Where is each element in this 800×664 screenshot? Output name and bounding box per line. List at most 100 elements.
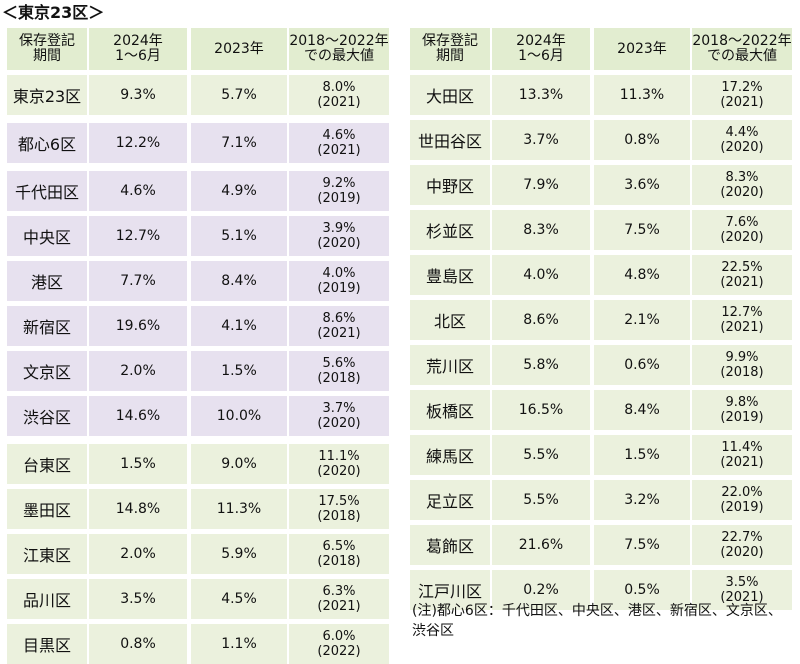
district-name: 大田区 xyxy=(410,75,490,115)
value-2024: 12.7% xyxy=(89,216,187,256)
max-value: 9.2% (2019) xyxy=(289,171,389,211)
value-2023: 7.1% xyxy=(191,123,287,163)
value-2024: 8.3% xyxy=(492,210,590,250)
max-value: 9.9% (2018) xyxy=(692,345,792,385)
district-name: 江東区 xyxy=(7,534,87,574)
value-2024: 1.5% xyxy=(89,444,187,484)
max-value: 11.4% (2021) xyxy=(692,435,792,475)
header-max: 2018～2022年 での最大値 xyxy=(289,28,389,70)
value-2024: 7.9% xyxy=(492,165,590,205)
value-2024: 5.5% xyxy=(492,435,590,475)
value-2023: 7.5% xyxy=(594,210,690,250)
value-2023: 4.8% xyxy=(594,255,690,295)
max-value: 4.4% (2020) xyxy=(692,120,792,160)
value-2024: 3.7% xyxy=(492,120,590,160)
value-2024: 19.6% xyxy=(89,306,187,346)
value-2024: 4.6% xyxy=(89,171,187,211)
district-name: 新宿区 xyxy=(7,306,87,346)
district-name: 杉並区 xyxy=(410,210,490,250)
district-name: 豊島区 xyxy=(410,255,490,295)
max-value: 5.6% (2018) xyxy=(289,351,389,391)
district-name: 文京区 xyxy=(7,351,87,391)
max-value: 4.0% (2019) xyxy=(289,261,389,301)
district-name: 都心6区 xyxy=(7,123,87,163)
max-value: 6.0% (2022) xyxy=(289,624,389,664)
value-2023: 7.5% xyxy=(594,525,690,565)
header-2024: 2024年 1～6月 xyxy=(492,28,590,70)
district-name: 東京23区 xyxy=(7,75,87,115)
max-value: 8.0% (2021) xyxy=(289,75,389,115)
district-name: 中野区 xyxy=(410,165,490,205)
district-name: 渋谷区 xyxy=(7,396,87,436)
district-name: 練馬区 xyxy=(410,435,490,475)
max-value: 22.5% (2021) xyxy=(692,255,792,295)
value-2023: 5.9% xyxy=(191,534,287,574)
value-2023: 1.5% xyxy=(191,351,287,391)
value-2024: 4.0% xyxy=(492,255,590,295)
district-name: 墨田区 xyxy=(7,489,87,529)
value-2024: 0.2% xyxy=(492,570,590,610)
page-title: ＜東京23区＞ xyxy=(2,3,105,22)
value-2024: 13.3% xyxy=(492,75,590,115)
value-2023: 3.2% xyxy=(594,480,690,520)
header-max: 2018～2022年 での最大値 xyxy=(692,28,792,70)
value-2023: 0.5% xyxy=(594,570,690,610)
header-period: 保存登記 期間 xyxy=(410,28,490,70)
value-2024: 14.6% xyxy=(89,396,187,436)
value-2023: 4.9% xyxy=(191,171,287,211)
value-2023: 0.8% xyxy=(594,120,690,160)
value-2024: 8.6% xyxy=(492,300,590,340)
district-name: 板橋区 xyxy=(410,390,490,430)
footnote: (注)都心6区：千代田区、中央区、港区、新宿区、文京区、 渋谷区 xyxy=(412,603,782,639)
value-2024: 5.8% xyxy=(492,345,590,385)
max-value: 17.5% (2018) xyxy=(289,489,389,529)
value-2023: 3.6% xyxy=(594,165,690,205)
district-name: 北区 xyxy=(410,300,490,340)
value-2023: 0.6% xyxy=(594,345,690,385)
district-name: 世田谷区 xyxy=(410,120,490,160)
district-name: 足立区 xyxy=(410,480,490,520)
value-2024: 2.0% xyxy=(89,534,187,574)
max-value: 22.0% (2019) xyxy=(692,480,792,520)
header-period: 保存登記 期間 xyxy=(7,28,87,70)
max-value: 4.6% (2021) xyxy=(289,123,389,163)
max-value: 9.8% (2019) xyxy=(692,390,792,430)
value-2024: 2.0% xyxy=(89,351,187,391)
value-2024: 7.7% xyxy=(89,261,187,301)
district-name: 品川区 xyxy=(7,579,87,619)
value-2024: 14.8% xyxy=(89,489,187,529)
district-name: 千代田区 xyxy=(7,171,87,211)
value-2023: 5.1% xyxy=(191,216,287,256)
max-value: 3.7% (2020) xyxy=(289,396,389,436)
max-value: 8.3% (2020) xyxy=(692,165,792,205)
district-name: 荒川区 xyxy=(410,345,490,385)
value-2023: 9.0% xyxy=(191,444,287,484)
header-2024: 2024年 1～6月 xyxy=(89,28,187,70)
value-2024: 0.8% xyxy=(89,624,187,664)
header-2023: 2023年 xyxy=(191,28,287,70)
value-2023: 8.4% xyxy=(594,390,690,430)
max-value: 12.7% (2021) xyxy=(692,300,792,340)
max-value: 17.2% (2021) xyxy=(692,75,792,115)
value-2024: 5.5% xyxy=(492,480,590,520)
value-2023: 5.7% xyxy=(191,75,287,115)
value-2023: 4.5% xyxy=(191,579,287,619)
value-2023: 1.5% xyxy=(594,435,690,475)
district-name: 葛飾区 xyxy=(410,525,490,565)
value-2023: 8.4% xyxy=(191,261,287,301)
value-2023: 2.1% xyxy=(594,300,690,340)
district-name: 港区 xyxy=(7,261,87,301)
value-2023: 10.0% xyxy=(191,396,287,436)
max-value: 7.6% (2020) xyxy=(692,210,792,250)
value-2023: 4.1% xyxy=(191,306,287,346)
value-2024: 16.5% xyxy=(492,390,590,430)
district-name: 江戸川区 xyxy=(410,570,490,610)
value-2024: 21.6% xyxy=(492,525,590,565)
district-name: 中央区 xyxy=(7,216,87,256)
district-name: 台東区 xyxy=(7,444,87,484)
max-value: 8.6% (2021) xyxy=(289,306,389,346)
value-2023: 11.3% xyxy=(191,489,287,529)
header-2023: 2023年 xyxy=(594,28,690,70)
value-2024: 12.2% xyxy=(89,123,187,163)
value-2024: 3.5% xyxy=(89,579,187,619)
